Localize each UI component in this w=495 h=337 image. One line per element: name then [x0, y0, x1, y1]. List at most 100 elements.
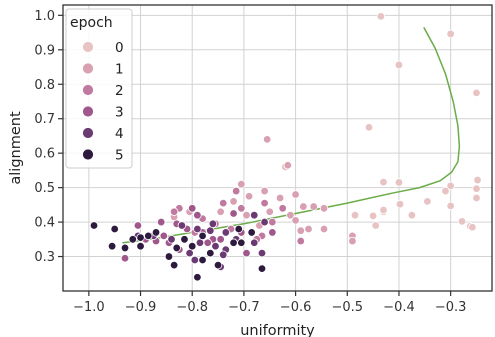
- data-point-epoch-5: [198, 255, 207, 265]
- data-point-epoch-0: [457, 217, 467, 226]
- data-point-epoch-1: [299, 202, 308, 211]
- data-point-epoch-5: [151, 228, 161, 237]
- data-point-epoch-3: [133, 221, 143, 230]
- legend-marker-epoch-3: [82, 105, 94, 118]
- data-point-epoch-5: [180, 235, 189, 244]
- data-point-epoch-4: [260, 217, 269, 227]
- legend-marker-epoch-2: [82, 84, 94, 96]
- data-points: [89, 12, 482, 282]
- y-tick-label: 0.8: [34, 78, 55, 93]
- y-tick-label: 0.5: [34, 181, 55, 196]
- x-tick-label: −0.4: [383, 300, 415, 315]
- data-point-epoch-3: [216, 235, 225, 244]
- data-point-epoch-0: [376, 12, 386, 21]
- data-point-epoch-4: [219, 250, 228, 260]
- data-point-epoch-3: [229, 209, 238, 218]
- data-point-epoch-3: [242, 248, 251, 258]
- data-point-epoch-1: [229, 197, 238, 206]
- legend-label-epoch-3: 3: [115, 105, 124, 121]
- y-tick-label: 0.3: [34, 250, 55, 265]
- legend-label-epoch-0: 0: [115, 40, 124, 56]
- data-point-epoch-4: [177, 221, 187, 230]
- data-point-epoch-5: [206, 248, 215, 258]
- data-point-epoch-2: [278, 204, 287, 213]
- y-axis-label: alignment: [8, 111, 24, 185]
- data-point-epoch-2: [237, 204, 246, 213]
- legend-marker-epoch-0: [82, 41, 94, 53]
- data-point-epoch-5: [229, 238, 238, 247]
- data-point-epoch-1: [286, 210, 295, 220]
- plot-frame: [62, 4, 493, 292]
- data-point-epoch-1: [275, 193, 285, 203]
- data-point-epoch-5: [247, 228, 256, 237]
- data-point-epoch-0: [379, 177, 388, 187]
- data-point-epoch-5: [120, 243, 130, 253]
- x-tick-label: −0.8: [176, 300, 208, 315]
- trend-line-path: [122, 27, 461, 244]
- x-tick-label: −0.6: [280, 300, 312, 315]
- data-point-epoch-3: [203, 238, 212, 247]
- data-point-epoch-2: [169, 207, 179, 216]
- data-point-epoch-0: [379, 205, 388, 215]
- tick-labels: −1.0 −0.9 −0.8 −0.7 −0.6 −0.5 −0.4 −0.3 0.3 0.4 0.…: [34, 9, 466, 315]
- data-point-epoch-0: [395, 199, 405, 209]
- x-tick-label: −1.0: [73, 300, 105, 315]
- data-point-epoch-1: [348, 236, 357, 246]
- data-point-epoch-1: [244, 192, 254, 201]
- grid: [63, 5, 492, 291]
- data-point-epoch-0: [446, 181, 455, 191]
- data-point-epoch-5: [89, 221, 99, 230]
- axes: [58, 4, 493, 296]
- data-point-epoch-0: [472, 184, 481, 193]
- data-point-epoch-4: [257, 248, 267, 258]
- data-point-epoch-0: [368, 211, 378, 221]
- legend-label-epoch-4: 4: [115, 126, 124, 142]
- data-point-epoch-5: [128, 235, 137, 244]
- legend-label-epoch-1: 1: [115, 62, 124, 78]
- legend-label-epoch-5: 5: [115, 148, 124, 164]
- data-point-epoch-4: [221, 228, 231, 237]
- data-point-epoch-5: [237, 238, 246, 247]
- data-point-epoch-1: [309, 202, 318, 211]
- data-point-epoch-0: [446, 201, 455, 211]
- data-point-epoch-5: [169, 260, 179, 270]
- data-point-epoch-4: [195, 238, 205, 247]
- data-point-epoch-4: [208, 219, 218, 229]
- data-point-epoch-3: [157, 217, 166, 227]
- data-point-epoch-5: [110, 224, 119, 234]
- x-axis-label: uniformity: [240, 323, 315, 337]
- data-point-epoch-1: [242, 210, 251, 220]
- data-point-epoch-0: [446, 29, 455, 39]
- data-point-epoch-0: [472, 193, 481, 203]
- y-tick-label: 0.4: [34, 216, 55, 231]
- legend-title: epoch: [70, 15, 113, 31]
- data-point-epoch-2: [219, 198, 228, 208]
- data-point-epoch-3: [159, 231, 168, 241]
- data-point-epoch-2: [296, 236, 305, 246]
- legend-marker-epoch-4: [82, 127, 94, 139]
- data-point-epoch-1: [265, 207, 274, 216]
- data-point-epoch-4: [167, 235, 176, 244]
- trend-line: [122, 27, 461, 244]
- y-tick-label: 1.0: [34, 9, 55, 24]
- data-point-epoch-0: [423, 197, 432, 206]
- data-point-epoch-1: [283, 161, 293, 170]
- data-point-epoch-1: [319, 224, 329, 234]
- data-point-epoch-4: [185, 248, 194, 258]
- data-point-epoch-0: [371, 221, 380, 230]
- data-point-epoch-5: [172, 243, 181, 253]
- data-point-epoch-3: [193, 210, 202, 220]
- data-point-epoch-0: [473, 175, 482, 185]
- y-tick-label: 0.7: [34, 112, 55, 127]
- data-point-epoch-0: [394, 178, 404, 187]
- data-point-epoch-0: [407, 210, 417, 220]
- x-tick-label: −0.3: [435, 300, 467, 315]
- legend-marker-epoch-5: [82, 148, 94, 161]
- legend-label-epoch-2: 2: [115, 83, 124, 99]
- data-point-epoch-0: [394, 60, 404, 70]
- data-point-epoch-5: [213, 260, 223, 270]
- data-point-epoch-1: [291, 190, 300, 199]
- data-point-epoch-0: [364, 123, 374, 132]
- legend: epoch 0 1 2 3 4 5: [65, 8, 133, 169]
